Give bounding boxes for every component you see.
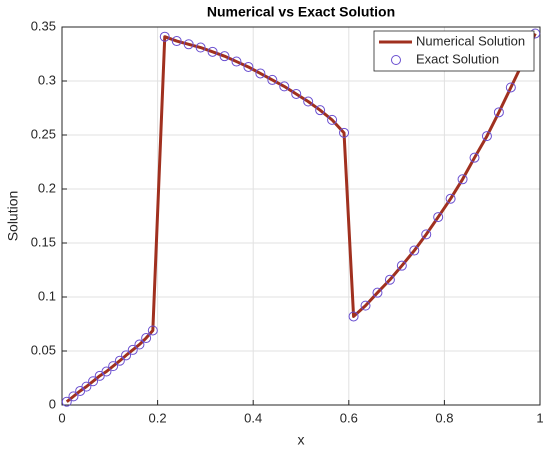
x-tick-label: 0.2	[149, 410, 167, 425]
data-point	[171, 36, 182, 47]
data-point	[127, 344, 138, 355]
y-axis-label: Solution	[5, 191, 21, 242]
y-tick-label: 0.05	[31, 342, 56, 357]
data-point	[231, 56, 242, 67]
data-point	[195, 42, 206, 53]
data-point	[159, 31, 170, 42]
data-point	[481, 131, 492, 142]
data-point	[267, 74, 278, 85]
data-point	[88, 376, 99, 387]
data-point	[327, 114, 338, 125]
y-tick-label: 0.15	[31, 234, 56, 249]
data-point	[384, 274, 395, 285]
y-tick-label: 0.35	[31, 18, 56, 33]
data-point	[372, 287, 383, 298]
x-tick-label: 1	[536, 410, 543, 425]
data-point	[207, 46, 218, 57]
x-tick-label: 0.8	[435, 410, 453, 425]
data-point	[339, 127, 350, 138]
data-point	[134, 339, 145, 350]
x-tick-label: 0.4	[244, 410, 262, 425]
legend-label: Numerical Solution	[416, 33, 525, 48]
data-point	[141, 333, 152, 344]
x-axis-label: x	[298, 432, 305, 448]
data-point	[279, 81, 290, 92]
data-point	[303, 96, 314, 107]
legend-box	[373, 30, 535, 72]
data-point	[243, 61, 254, 72]
data-point	[505, 82, 516, 93]
data-point	[409, 245, 420, 256]
data-point	[81, 381, 92, 392]
data-point	[114, 355, 125, 366]
y-tick-label: 0.2	[38, 180, 56, 195]
y-tick-label: 0.25	[31, 126, 56, 141]
data-point	[61, 396, 72, 407]
y-tick-label: 0.1	[38, 288, 56, 303]
data-point	[219, 51, 230, 62]
y-tick-label: 0	[49, 396, 56, 411]
data-point	[457, 174, 468, 185]
data-point	[121, 350, 132, 361]
data-point	[348, 311, 359, 322]
legend-label: Exact Solution	[416, 51, 499, 66]
y-tick-label: 0.3	[38, 72, 56, 87]
chart-title: Numerical vs Exact Solution	[207, 4, 395, 20]
data-point	[421, 229, 432, 240]
data-point	[101, 366, 112, 377]
data-point	[291, 88, 302, 99]
data-point	[315, 105, 326, 116]
data-point	[445, 193, 456, 204]
data-point	[68, 391, 79, 402]
plot-frame	[61, 26, 541, 406]
data-point	[469, 152, 480, 163]
x-tick-label: 0.6	[340, 410, 358, 425]
data-point	[493, 107, 504, 118]
data-point	[255, 68, 266, 79]
data-point	[147, 325, 158, 336]
data-point	[360, 300, 371, 311]
legend-swatch	[391, 55, 401, 65]
data-point	[396, 260, 407, 271]
data-point	[108, 361, 119, 372]
x-tick-label: 0	[58, 410, 65, 425]
data-point	[433, 212, 444, 223]
data-point	[183, 39, 194, 50]
